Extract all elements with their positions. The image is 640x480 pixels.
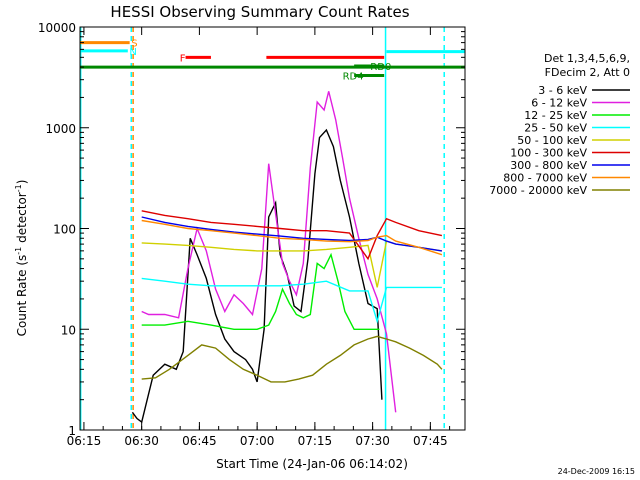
date-stamp: 24-Dec-2009 16:15 — [558, 467, 635, 476]
legend-label-2: 12 - 25 keV — [524, 109, 587, 122]
flag-label-n: N — [129, 47, 136, 58]
y-label-sup1: -1 — [14, 247, 23, 255]
legend: Det 1,3,4,5,6,9, FDecim 2, Att 0 3 - 6 k… — [489, 52, 630, 197]
y-label-main: Count Rate (s — [15, 255, 29, 337]
series-line-7 — [141, 219, 443, 256]
x-tick-label-0: 06:15 — [67, 434, 102, 448]
y-label-end: ) — [15, 180, 29, 185]
y-tick-label-4: 10000 — [38, 21, 76, 35]
legend-label-7: 800 - 7000 keV — [503, 172, 587, 185]
legend-label-1: 6 - 12 keV — [531, 97, 587, 110]
legend-header-line2: FDecim 2, Att 0 — [545, 66, 630, 79]
y-tick-label-3: 1000 — [45, 122, 76, 136]
ticks-layer: 06:15 06:30 06:45 07:00 07:15 07:30 07:45 1 10 10… — [38, 21, 465, 448]
legend-header-line1: Det 1,3,4,5,6,9, — [544, 52, 630, 65]
legend-label-0: 3 - 6 keV — [538, 84, 587, 97]
x-tick-label-4: 07:15 — [298, 434, 333, 448]
legend-label-6: 300 - 800 keV — [510, 159, 587, 172]
x-tick-label-6: 07:45 — [413, 434, 448, 448]
flag-label-rd0: RD0 — [370, 62, 391, 73]
legend-label-4: 50 - 100 keV — [517, 134, 587, 147]
series-layer — [131, 91, 443, 424]
y-tick-label-1: 10 — [61, 323, 76, 337]
flag-label-f: F — [180, 53, 186, 64]
series-line-5 — [141, 210, 443, 261]
x-tick-label-1: 06:30 — [124, 434, 159, 448]
x-tick-label-5: 07:30 — [355, 434, 390, 448]
chart-title: HESSI Observing Summary Count Rates — [110, 3, 409, 21]
y-tick-label-2: 100 — [53, 223, 76, 237]
lines-layer — [79, 27, 445, 430]
legend-label-5: 100 - 300 keV — [510, 147, 587, 160]
y-axis-label: Count Rate (s-1 detector-1) — [14, 180, 29, 337]
x-tick-label-2: 06:45 — [182, 434, 217, 448]
x-tick-label-3: 07:00 — [240, 434, 275, 448]
legend-label-3: 25 - 50 keV — [524, 122, 587, 135]
series-line-8 — [141, 335, 443, 383]
flag-label-s: S — [131, 39, 137, 50]
y-tick-label-0: 1 — [68, 424, 76, 438]
series-line-1 — [141, 91, 397, 413]
series-line-4 — [141, 240, 443, 288]
x-axis-label: Start Time (24-Jan-06 06:14:02) — [216, 457, 408, 471]
series-line-6 — [141, 216, 443, 252]
flag-bars-layer: SN F RD0 RD4 — [80, 39, 465, 83]
series-line-3 — [141, 277, 442, 324]
y-label-sup2: -1 — [14, 184, 23, 192]
series-line-0 — [131, 128, 383, 424]
flag-label-rd4: RD4 — [343, 72, 364, 83]
series-line-2 — [141, 252, 380, 330]
legend-label-8: 7000 - 20000 keV — [489, 184, 587, 197]
y-label-mid: detector — [15, 192, 29, 247]
